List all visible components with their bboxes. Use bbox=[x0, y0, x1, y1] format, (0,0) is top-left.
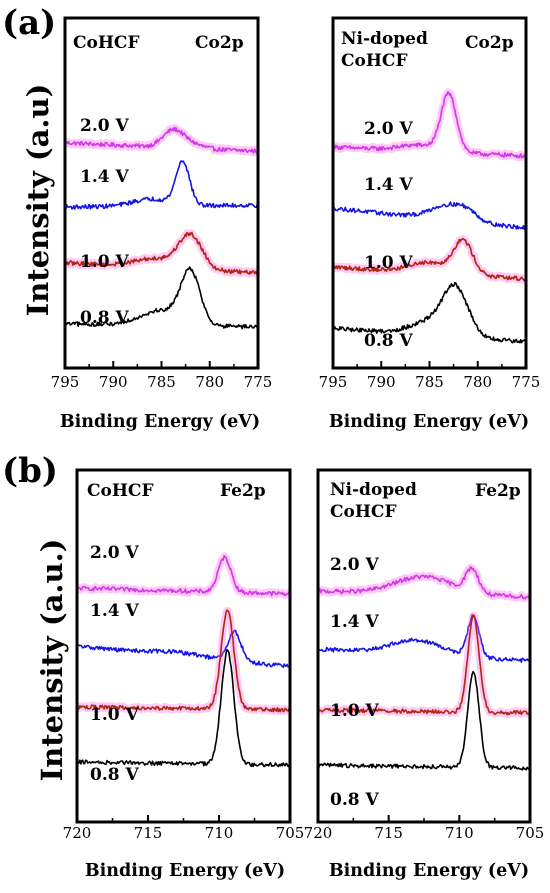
x-axis-label: Binding Energy (eV) bbox=[329, 861, 529, 881]
series-line-08 bbox=[318, 670, 530, 771]
x-tick-label: 720 bbox=[304, 824, 333, 842]
x-axis-label: Binding Energy (eV) bbox=[85, 861, 285, 881]
voltage-label: 0.8 V bbox=[330, 790, 379, 810]
voltage-label: 1.4 V bbox=[80, 167, 129, 187]
sample-label: Ni-doped bbox=[341, 29, 428, 49]
series-halo bbox=[77, 606, 290, 716]
series-line-08 bbox=[333, 281, 526, 344]
series-line-14 bbox=[65, 160, 258, 210]
series-halo bbox=[333, 235, 526, 285]
series-line-10 bbox=[77, 609, 290, 713]
series-line-14 bbox=[77, 629, 290, 669]
sample-label: Ni-doped bbox=[330, 480, 417, 500]
series-line-20 bbox=[65, 126, 258, 154]
sample-label: CoHCF bbox=[341, 51, 408, 71]
x-tick-label: 785 bbox=[415, 373, 444, 391]
voltage-label: 1.0 V bbox=[80, 252, 129, 272]
plot-a-right: 2.0 V 1.4 V 1.0 V 0.8 V 795 790 785 780 775 Bindi… bbox=[319, 16, 541, 432]
x-tick-label: 715 bbox=[374, 824, 403, 842]
sample-label: CoHCF bbox=[87, 481, 154, 501]
series-line-10 bbox=[318, 614, 530, 716]
x-tick-label: 790 bbox=[99, 373, 128, 391]
element-label: Fe2p bbox=[220, 481, 266, 501]
x-tick-label: 705 bbox=[516, 824, 545, 842]
voltage-label: 2.0 V bbox=[330, 555, 379, 575]
series-line-08 bbox=[65, 266, 258, 330]
series-line-10 bbox=[65, 231, 258, 276]
series-line-14 bbox=[333, 201, 526, 230]
voltage-label: 1.0 V bbox=[364, 253, 413, 273]
x-tick-label: 710 bbox=[445, 824, 474, 842]
voltage-label: 1.4 V bbox=[364, 175, 413, 195]
x-axis-label: Binding Energy (eV) bbox=[60, 412, 260, 432]
panel-label-b: (b) bbox=[2, 451, 58, 491]
y-axis-label-a: Intensity (a.u) bbox=[21, 84, 55, 317]
voltage-label: 2.0 V bbox=[364, 119, 413, 139]
plot-b-right: 2.0 V 1.4 V 1.0 V 0.8 V 720 715 710 705 Binding … bbox=[304, 468, 545, 881]
voltage-label: 0.8 V bbox=[80, 308, 129, 328]
x-axis-label: Binding Energy (eV) bbox=[329, 412, 529, 432]
series-line-20 bbox=[333, 91, 526, 159]
x-tick-label: 715 bbox=[134, 824, 163, 842]
voltage-label: 2.0 V bbox=[90, 543, 139, 563]
x-tick-label: 710 bbox=[205, 824, 234, 842]
x-tick-label: 780 bbox=[195, 373, 224, 391]
x-tick-label: 775 bbox=[244, 373, 273, 391]
x-tick-label: 795 bbox=[51, 373, 80, 391]
x-tick-label: 720 bbox=[63, 824, 92, 842]
x-tick-label: 790 bbox=[367, 373, 396, 391]
x-tick-label: 785 bbox=[147, 373, 176, 391]
plot-a-left: 2.0 V 1.4 V 1.0 V 0.8 V 795 790 785 780 775 Bindi… bbox=[51, 16, 273, 432]
x-tick-label: 795 bbox=[319, 373, 348, 391]
element-label: Fe2p bbox=[475, 481, 521, 501]
voltage-label: 0.8 V bbox=[364, 331, 413, 351]
voltage-label: 1.0 V bbox=[90, 705, 139, 725]
voltage-label: 1.0 V bbox=[330, 701, 379, 721]
x-tick-label: 775 bbox=[512, 373, 541, 391]
x-tick-label: 705 bbox=[276, 824, 305, 842]
element-label: Co2p bbox=[195, 33, 244, 53]
series-line-20 bbox=[318, 566, 530, 600]
sample-label: CoHCF bbox=[330, 502, 397, 522]
y-axis-label-b: Intensity (a.u.) bbox=[35, 539, 69, 782]
element-label: Co2p bbox=[465, 33, 514, 53]
voltage-label: 1.4 V bbox=[330, 612, 379, 632]
series-line-10 bbox=[333, 237, 526, 282]
series-line-20 bbox=[77, 555, 290, 597]
x-tick-label: 780 bbox=[463, 373, 492, 391]
plot-b-left: 2.0 V 1.4 V 1.0 V 0.8 V 720 715 710 705 Binding … bbox=[63, 468, 305, 881]
voltage-label: 0.8 V bbox=[90, 765, 139, 785]
series-line-08 bbox=[77, 648, 290, 768]
series-line-14 bbox=[318, 614, 530, 663]
panel-label-a: (a) bbox=[2, 3, 56, 43]
sample-label: CoHCF bbox=[73, 33, 140, 53]
voltage-label: 1.4 V bbox=[90, 601, 139, 621]
voltage-label: 2.0 V bbox=[80, 116, 129, 136]
